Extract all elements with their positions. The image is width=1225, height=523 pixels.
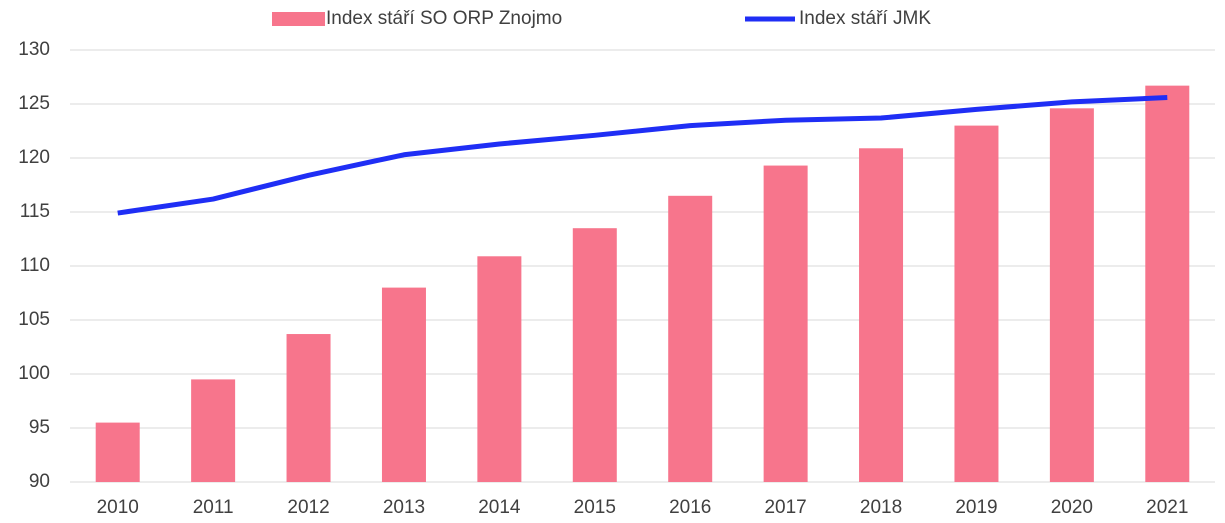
y-tick-label: 90 [29, 471, 50, 492]
bar [668, 195, 713, 483]
x-tick-label: 2014 [478, 497, 521, 518]
x-tick-label: 2011 [193, 497, 234, 518]
x-tick-label: 2020 [1051, 497, 1093, 518]
x-tick-label: 2017 [764, 497, 806, 518]
x-tick-label: 2010 [97, 497, 139, 518]
line [117, 95, 1168, 216]
bar [381, 287, 426, 482]
bar [572, 228, 617, 482]
bar [191, 379, 236, 482]
x-tick-label: 2013 [383, 497, 425, 518]
x-tick-label: 2016 [669, 497, 711, 518]
y-tick-label: 115 [20, 201, 50, 222]
y-tick-label: 110 [20, 255, 50, 276]
x-tick-label: 2015 [574, 497, 616, 518]
legend-label: Index stáří JMK [799, 8, 931, 29]
y-tick-label: 100 [18, 363, 50, 384]
bar [954, 125, 999, 482]
x-tick-label: 2012 [287, 497, 329, 518]
legend-label: Index stáří SO ORP Znojmo [326, 8, 562, 29]
x-tick-label: 2019 [955, 497, 997, 518]
y-tick-label: 125 [18, 93, 50, 114]
bar [477, 256, 522, 482]
bar [859, 148, 904, 482]
x-tick-label: 2018 [860, 497, 902, 518]
y-tick-label: 105 [18, 309, 50, 330]
x-tick-label: 2021 [1146, 497, 1188, 518]
legend-swatch [272, 12, 325, 26]
bar [1049, 108, 1094, 482]
bar [763, 165, 808, 482]
y-tick-label: 130 [18, 39, 50, 60]
y-tick-label: 120 [18, 147, 50, 168]
bar [286, 334, 331, 482]
y-tick-label: 95 [29, 417, 50, 438]
bar [1145, 85, 1190, 482]
bar [95, 422, 140, 482]
